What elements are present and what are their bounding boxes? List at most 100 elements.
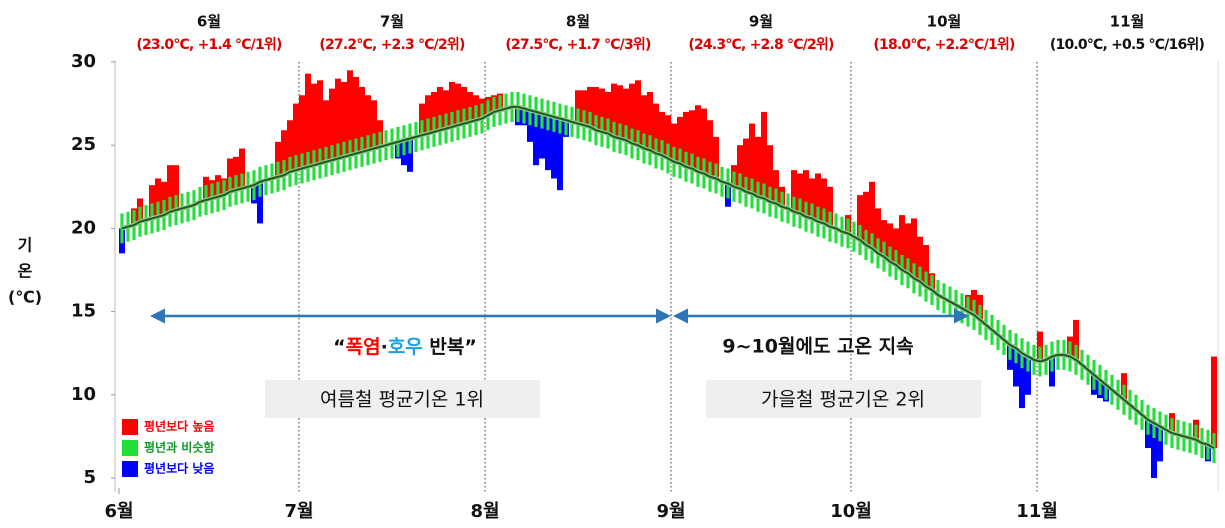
below-bar [551,116,557,179]
above-bar [431,91,437,132]
below-bar [1049,356,1055,387]
phrase-part: 호우 [388,336,423,358]
above-bar [587,86,593,127]
above-bar [1211,356,1217,449]
above-bar [437,86,443,131]
plot-area [118,62,1217,494]
above-bar [827,186,833,227]
above-bar [641,95,647,149]
month-stat: (18.0°C, +2.2°C/1위) [873,37,1015,53]
above-bar [353,76,359,154]
below-bar [1013,348,1019,387]
above-bar [887,223,893,262]
legend-label: 평년보다 높음 [144,419,214,434]
x-tick-label: 8월 [470,501,499,522]
above-bar [605,91,611,134]
month-name: 7월 [380,13,404,31]
x-tick-label: 11월 [1016,501,1058,522]
above-bar [455,83,461,126]
above-bar [593,86,599,131]
below-bar [557,118,563,191]
above-bar [599,88,605,132]
month-name: 9월 [749,13,773,31]
above-bar [923,245,929,287]
above-bar [629,83,635,144]
below-bar [545,115,551,171]
above-bar [803,170,809,217]
above-bar [575,90,581,124]
above-bar [701,108,707,174]
above-bar [635,80,641,146]
above-bar [365,95,371,151]
x-tick-label: 10월 [830,501,872,522]
above-bar [737,145,743,189]
month-name: 8월 [566,13,590,31]
below-bar [1025,356,1031,395]
above-bar [347,70,353,156]
above-bar [899,215,905,270]
above-bar [323,100,329,162]
above-bar [911,218,917,279]
month-stat: (23.0°C, +1.4 °C/1위) [136,37,282,53]
above-bar [695,105,701,172]
summer-box [265,380,540,418]
above-bar [905,223,911,274]
legend-label: 평년과 비슷함 [144,440,214,455]
above-bar [305,73,311,167]
above-bar [647,91,653,151]
month-stat: (27.2°C, +2.3 °C/2위) [319,37,465,53]
phrase-part: “ [333,336,346,358]
above-bar [815,173,821,222]
y-tick-label: 5 [83,467,96,488]
above-bar [155,178,161,217]
above-bar [335,78,341,159]
similar-band [1212,433,1216,464]
y-axis-label: 기 [18,236,33,255]
above-bar [707,120,713,177]
above-bar [857,195,863,241]
y-tick-label: 20 [71,217,96,238]
above-bar [713,136,719,179]
below-bar [1019,353,1025,409]
x-tick-label: 9월 [656,501,685,522]
above-bar [329,88,335,161]
phrase-part: 반복” [423,336,477,358]
above-bar [821,178,827,224]
legend-swatch [122,440,138,456]
above-bar [227,158,233,192]
phrase-part: 폭염 [346,336,381,358]
autumn-box [706,380,981,418]
above-bar [677,116,683,164]
legend-label: 평년보다 낮음 [144,461,214,476]
month-stat: (24.3°C, +2.8 °C/2위) [688,37,834,53]
month-name: 6월 [197,13,221,31]
above-bar [893,228,899,266]
above-bar [809,178,815,219]
below-bar [527,110,533,142]
y-tick-label: 10 [71,384,96,405]
above-bar [689,110,695,169]
above-bar [299,95,305,169]
above-bar [293,103,299,171]
above-bar [581,90,587,126]
above-bar [761,111,767,199]
above-bar [167,165,173,212]
x-tick-label: 7월 [284,501,313,522]
above-bar [317,80,323,164]
above-bar [311,83,317,166]
above-bar [173,165,179,211]
above-bar [359,86,365,152]
summer-phrase: “폭염·호우 반복” [333,336,477,358]
above-bar [863,191,869,246]
month-name: 11월 [1110,13,1145,31]
above-bar [665,115,671,159]
above-bar [755,136,761,197]
above-bar [773,170,779,204]
above-bar [797,173,803,214]
above-bar [341,81,347,157]
y-tick-label: 25 [71,134,96,155]
below-bar [257,181,263,224]
legend-swatch [122,419,138,435]
above-bar [461,86,467,124]
